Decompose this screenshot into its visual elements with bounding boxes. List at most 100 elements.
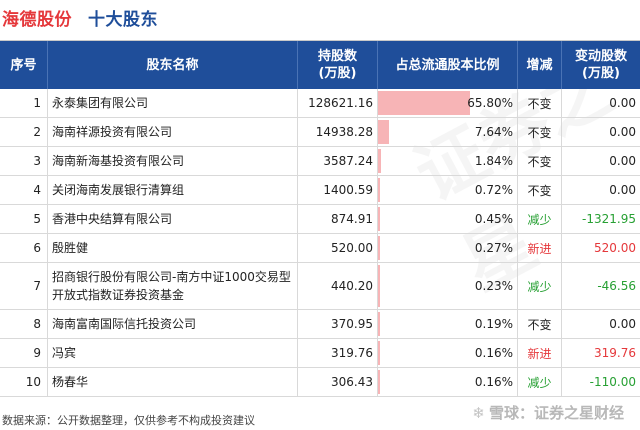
row-delta: -46.56 xyxy=(597,279,636,293)
row-holder-name: 冯宾 xyxy=(48,339,298,367)
row-change: 不变 xyxy=(518,310,562,338)
ratio-text: 0.16% xyxy=(474,375,513,389)
row-holding: 1400.59 xyxy=(298,176,378,204)
row-delta: 0.00 xyxy=(609,154,636,168)
row-holding: 520.00 xyxy=(298,234,378,262)
header-line: 变动股数 xyxy=(574,49,627,64)
page-subtitle: 十大股东 xyxy=(88,9,158,30)
col-header-name: 股东名称 xyxy=(48,41,298,89)
row-ratio: 65.80% xyxy=(378,89,518,117)
row-no: 9 xyxy=(0,339,48,367)
data-source-note: 数据来源：公开数据整理，仅供参考不构成投资建议 xyxy=(2,414,255,427)
col-header-holding: 持股数 (万股) xyxy=(298,41,378,89)
ratio-text: 0.27% xyxy=(474,241,513,255)
row-holding: 306.43 xyxy=(298,368,378,396)
row-change: 不变 xyxy=(518,147,562,175)
row-delta: -1321.95 xyxy=(582,212,636,226)
table-row: 8 海南富南国际信托投资公司 370.95 0.19% 不变 0.00 xyxy=(0,310,640,339)
brand-text: 雪球：证券之星财经 xyxy=(488,404,624,422)
row-no: 3 xyxy=(0,147,48,175)
row-change: 减少 xyxy=(518,368,562,396)
ratio-bar xyxy=(378,370,380,394)
ratio-text: 0.23% xyxy=(474,279,513,293)
row-holder-name: 杨春华 xyxy=(48,368,298,396)
row-ratio: 0.45% xyxy=(378,205,518,233)
row-no: 6 xyxy=(0,234,48,262)
ratio-bar xyxy=(378,149,381,173)
row-no: 2 xyxy=(0,118,48,146)
company-name: 海德股份 xyxy=(2,9,72,30)
row-holding: 370.95 xyxy=(298,310,378,338)
table-row: 7 招商银行股份有限公司-南方中证1000交易型开放式指数证券投资基金 440.20… xyxy=(0,263,640,310)
row-no: 5 xyxy=(0,205,48,233)
page-title: 海德股份 十大股东 xyxy=(2,4,158,30)
row-ratio: 7.64% xyxy=(378,118,518,146)
row-holder-name: 永泰集团有限公司 xyxy=(48,89,298,117)
col-header-holding-label: 持股数 (万股) xyxy=(318,48,357,82)
row-no: 10 xyxy=(0,368,48,396)
table-row: 3 海南新海基投资有限公司 3587.24 1.84% 不变 0.00 xyxy=(0,147,640,176)
row-holding: 319.76 xyxy=(298,339,378,367)
row-ratio: 1.84% xyxy=(378,147,518,175)
row-ratio: 0.19% xyxy=(378,310,518,338)
col-header-no: 序号 xyxy=(0,41,48,89)
ratio-bar xyxy=(378,236,380,260)
table-row: 6 殷胜健 520.00 0.27% 新进 520.00 xyxy=(0,234,640,263)
table-row: 4 关闭海南发展银行清算组 1400.59 0.72% 不变 0.00 xyxy=(0,176,640,205)
ratio-bar xyxy=(378,120,389,144)
row-delta: 0.00 xyxy=(609,125,636,139)
ratio-text: 65.80% xyxy=(467,96,513,110)
ratio-bar xyxy=(378,341,380,365)
row-holder-name: 香港中央结算有限公司 xyxy=(48,205,298,233)
row-delta: 0.00 xyxy=(609,96,636,110)
snowball-icon: ❄ xyxy=(472,403,485,422)
row-delta: 0.00 xyxy=(609,183,636,197)
row-change: 新进 xyxy=(518,339,562,367)
row-holding: 128621.16 xyxy=(298,89,378,117)
ratio-text: 7.64% xyxy=(474,125,513,139)
ratio-bar xyxy=(378,207,380,231)
row-ratio: 0.16% xyxy=(378,339,518,367)
table-body: 1 永泰集团有限公司 128621.16 65.80% 不变 0.00 2 海南祥源投资有限公… xyxy=(0,89,640,397)
row-ratio: 0.16% xyxy=(378,368,518,396)
table-row: 1 永泰集团有限公司 128621.16 65.80% 不变 0.00 xyxy=(0,89,640,118)
row-holding: 440.20 xyxy=(298,263,378,309)
row-holding: 874.91 xyxy=(298,205,378,233)
row-ratio: 0.72% xyxy=(378,176,518,204)
row-no: 7 xyxy=(0,263,48,309)
row-change: 减少 xyxy=(518,263,562,309)
row-holder-name: 关闭海南发展银行清算组 xyxy=(48,176,298,204)
table-row: 9 冯宾 319.76 0.16% 新进 319.76 xyxy=(0,339,640,368)
ratio-bar xyxy=(378,265,380,307)
row-change: 减少 xyxy=(518,205,562,233)
col-header-delta-label: 变动股数 (万股) xyxy=(575,48,627,82)
header-line: (万股) xyxy=(318,66,357,81)
ratio-text: 0.45% xyxy=(474,212,513,226)
ratio-text: 0.19% xyxy=(474,317,513,331)
row-delta: 520.00 xyxy=(594,241,636,255)
brand-mark: ❄ 雪球：证券之星财经 xyxy=(472,402,624,423)
row-holder-name: 海南富南国际信托投资公司 xyxy=(48,310,298,338)
ratio-bar xyxy=(378,312,380,336)
row-holder-name: 招商银行股份有限公司-南方中证1000交易型开放式指数证券投资基金 xyxy=(48,263,298,309)
row-no: 1 xyxy=(0,89,48,117)
header-line: (万股) xyxy=(582,66,620,81)
col-header-delta: 变动股数 (万股) xyxy=(562,41,640,89)
ratio-bar xyxy=(378,91,471,115)
row-holding: 3587.24 xyxy=(298,147,378,175)
ratio-text: 0.72% xyxy=(474,183,513,197)
row-no: 8 xyxy=(0,310,48,338)
row-change: 新进 xyxy=(518,234,562,262)
row-no: 4 xyxy=(0,176,48,204)
table-row: 2 海南祥源投资有限公司 14938.28 7.64% 不变 0.00 xyxy=(0,118,640,147)
row-change: 不变 xyxy=(518,176,562,204)
header-line: 持股数 xyxy=(317,49,357,64)
row-holding: 14938.28 xyxy=(298,118,378,146)
row-change: 不变 xyxy=(518,118,562,146)
col-header-change: 增减 xyxy=(518,41,562,89)
shareholders-table: 序号 股东名称 持股数 (万股) 占总流通股本比例 增减 变动股数 (万股) 1 永泰… xyxy=(0,40,640,397)
ratio-text: 0.16% xyxy=(474,346,513,360)
ratio-text: 1.84% xyxy=(474,154,513,168)
row-delta: 319.76 xyxy=(594,346,636,360)
row-holder-name: 殷胜健 xyxy=(48,234,298,262)
